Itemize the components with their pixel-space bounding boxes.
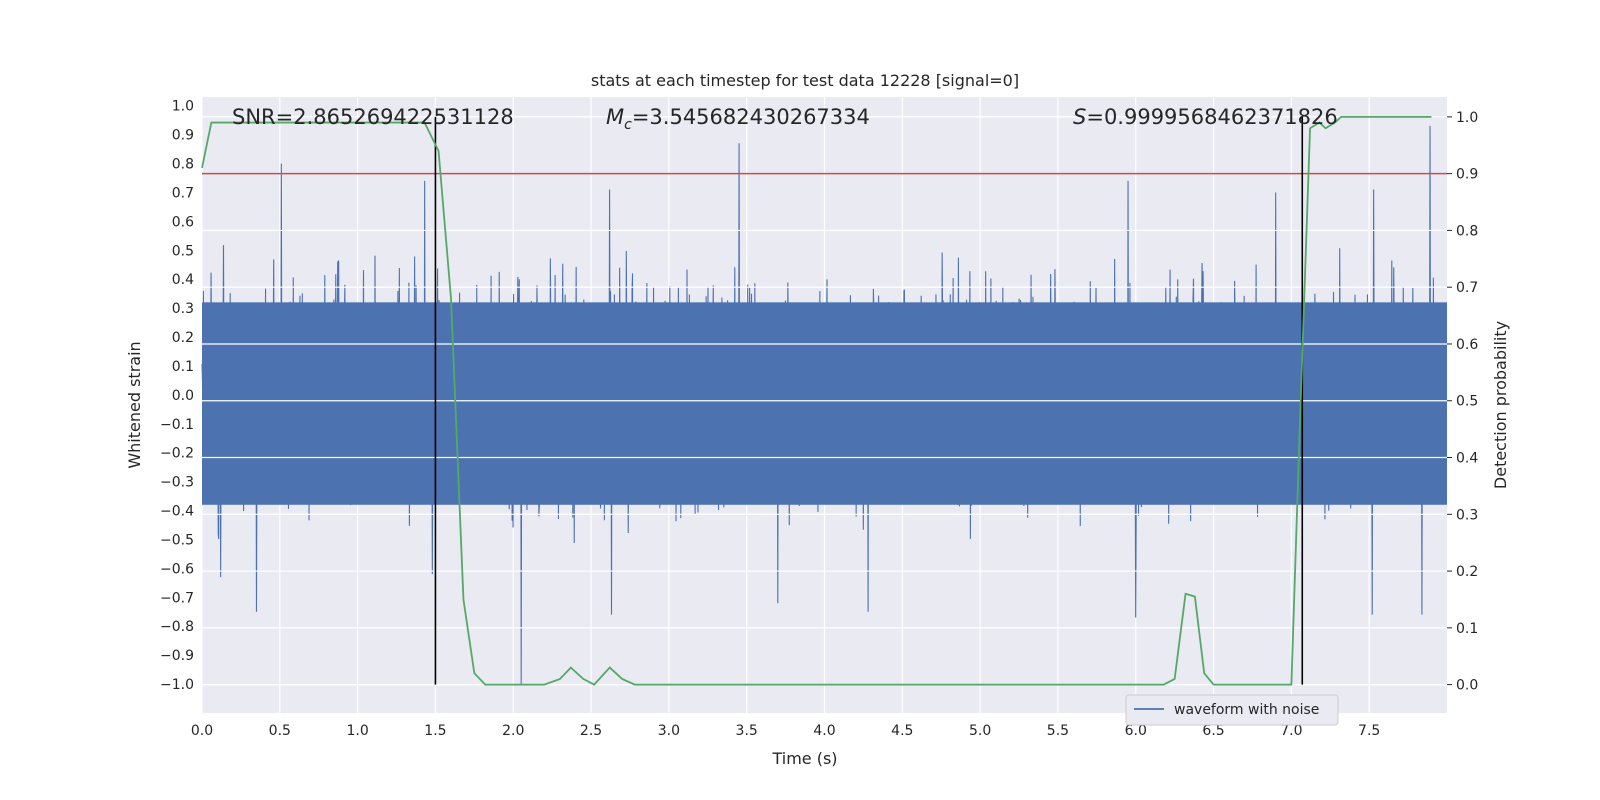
y-tick-label: 1.0 — [172, 99, 194, 115]
y-tick-label: −0.9 — [160, 648, 194, 664]
s-annotation: S=0.9999568462371826 — [1073, 105, 1338, 129]
chirp-mass-subscript: c — [624, 117, 632, 133]
y2-axis-ticks: 1.0 0.9 0.8 0.7 0.6 0.5 0.4 0.3 0.2 0.1 0.0 — [1447, 110, 1478, 694]
y2-tick-label: 0.1 — [1456, 621, 1478, 637]
y-tick-label: 0.9 — [172, 128, 194, 144]
x-tick-label: 2.0 — [502, 723, 524, 739]
x-tick-label: 5.5 — [1047, 723, 1069, 739]
x-axis-label: Time (s) — [771, 749, 837, 768]
y2-tick-label: 0.4 — [1456, 451, 1478, 467]
x-tick-label: 7.0 — [1280, 723, 1302, 739]
y-tick-label: −0.8 — [160, 619, 194, 635]
y2-tick-label: 0.3 — [1456, 507, 1478, 523]
legend-label: waveform with noise — [1174, 702, 1319, 718]
y-tick-label: 0.6 — [172, 214, 194, 230]
chirp-mass-annotation: Mc=3.545682430267334 — [606, 105, 870, 133]
chart-title: stats at each timestep for test data 122… — [591, 71, 1019, 90]
y-tick-label: −0.4 — [160, 504, 194, 520]
y-tick-label: 0.2 — [172, 330, 194, 346]
y-tick-label: 0.7 — [172, 185, 194, 201]
legend: waveform with noise — [1125, 694, 1339, 726]
y2-tick-label: 0.7 — [1456, 280, 1478, 296]
waveform-core — [202, 302, 1447, 505]
s-symbol: S — [1073, 105, 1086, 129]
y-tick-label: 0.0 — [172, 388, 194, 404]
y-tick-label: −1.0 — [160, 677, 194, 693]
overlay-lines — [202, 116, 1447, 685]
y2-tick-label: 1.0 — [1456, 110, 1478, 126]
y-tick-label: 0.4 — [172, 272, 194, 288]
x-tick-label: 5.0 — [969, 723, 991, 739]
x-tick-label: 0.0 — [191, 723, 213, 739]
x-tick-label: 3.0 — [658, 723, 680, 739]
x-axis-ticks: 0.0 0.5 1.0 1.5 2.0 2.5 3.0 3.5 4.0 4.5 5.0 5.5 6.0 6… — [191, 723, 1380, 739]
y-axis-ticks: 1.0 0.9 0.8 0.7 0.6 0.5 0.4 0.3 0.2 0.1 0.0 −0.1 −0.… — [160, 99, 194, 693]
x-tick-label: 7.5 — [1358, 723, 1380, 739]
x-tick-label: 6.5 — [1202, 723, 1224, 739]
y2-tick-label: 0.5 — [1456, 394, 1478, 410]
y-tick-label: 0.8 — [172, 157, 194, 173]
y-tick-label: −0.7 — [160, 590, 194, 606]
x-tick-label: 1.0 — [346, 723, 368, 739]
chirp-mass-value: =3.545682430267334 — [632, 105, 870, 129]
y-tick-label: −0.3 — [160, 475, 194, 491]
y2-tick-label: 0.0 — [1456, 678, 1478, 694]
y2-tick-label: 0.8 — [1456, 223, 1478, 239]
x-tick-label: 1.5 — [424, 723, 446, 739]
y-axis-label: Whitened strain — [125, 341, 144, 468]
snr-annotation: SNR=2.865269422531128 — [232, 105, 514, 129]
y2-tick-label: 0.9 — [1456, 167, 1478, 183]
x-tick-label: 3.5 — [736, 723, 758, 739]
x-tick-label: 4.0 — [813, 723, 835, 739]
y-tick-label: −0.2 — [160, 446, 194, 462]
y-tick-label: −0.1 — [160, 417, 194, 433]
y-tick-label: 0.5 — [172, 243, 194, 259]
y2-axis-label: Detection probability — [1491, 321, 1510, 489]
legend-box — [1125, 694, 1339, 726]
chirp-mass-symbol: M — [606, 105, 624, 129]
x-tick-label: 0.5 — [269, 723, 291, 739]
y-tick-label: 0.1 — [172, 359, 194, 375]
probability-line — [201, 115, 1432, 686]
y2-tick-label: 0.6 — [1456, 337, 1478, 353]
y2-tick-label: 0.2 — [1456, 564, 1478, 580]
x-tick-label: 4.5 — [891, 723, 913, 739]
x-tick-label: 2.5 — [580, 723, 602, 739]
y-tick-label: −0.6 — [160, 561, 194, 577]
y-tick-label: 0.3 — [172, 301, 194, 317]
waveform-series — [201, 116, 1447, 686]
x-tick-label: 6.0 — [1125, 723, 1147, 739]
y-tick-label: −0.5 — [160, 532, 194, 548]
s-value: =0.9999568462371826 — [1086, 105, 1337, 129]
probability-series — [201, 115, 1432, 686]
